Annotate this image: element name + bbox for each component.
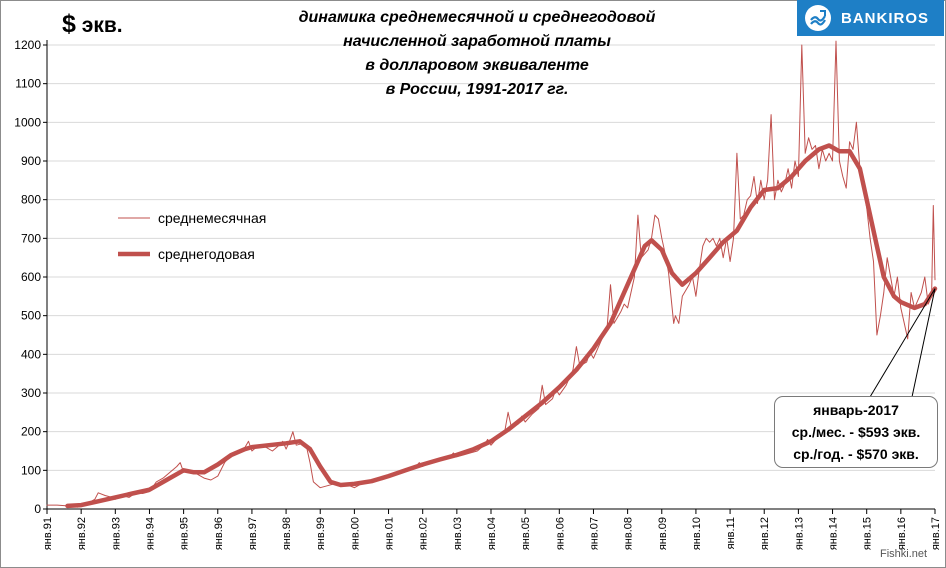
y-tick-label: 600 [21, 270, 41, 284]
x-tick-label: янв.16 [896, 517, 908, 550]
x-tick-label: янв.95 [179, 517, 191, 550]
chart-title: динамика среднемесячной и среднегодовой … [262, 6, 692, 102]
y-tick-label: 200 [21, 425, 41, 439]
title-line-2: начисленной заработной платы [343, 33, 611, 50]
logo-mark-icon [805, 5, 831, 31]
x-tick-label: янв.02 [418, 517, 430, 550]
legend-swatch-thick [118, 251, 150, 257]
x-tick-label: янв.13 [793, 517, 805, 550]
legend-item-annual: среднегодовая [118, 236, 266, 272]
x-tick-label: янв.94 [144, 517, 156, 550]
y-tick-label: 400 [21, 347, 41, 361]
x-tick-label: янв.05 [520, 517, 532, 550]
y-tick-label: 800 [21, 193, 41, 207]
bankiros-logo: BANKIROS [797, 0, 944, 36]
legend-item-monthly: среднемесячная [118, 200, 266, 236]
y-tick-label: 1000 [14, 115, 41, 129]
x-tick-label: янв.15 [862, 517, 874, 550]
x-tick-label: янв.91 [42, 517, 54, 550]
series-line-annual [65, 143, 938, 509]
y-tick-label: 1100 [15, 77, 41, 91]
unit-text: экв. [81, 14, 123, 37]
x-tick-label: янв.93 [110, 517, 122, 550]
annotation-line-3: ср./год. - $570 экв. [793, 446, 919, 462]
annotation-box: январь-2017 ср./мес. - $593 экв. ср./год… [774, 396, 938, 468]
x-tick-label: янв.10 [691, 517, 703, 550]
y-tick-label: 700 [21, 231, 41, 245]
annotation-pointer-line [911, 288, 936, 398]
x-tick-label: янв.96 [213, 517, 225, 550]
legend: среднемесячная среднегодовая [118, 200, 266, 272]
legend-swatch-thin [118, 217, 150, 219]
x-tick-label: янв.11 [725, 517, 737, 549]
x-tick-label: янв.14 [828, 517, 840, 550]
x-tick-label: янв.04 [486, 517, 498, 550]
annotation-line-2: ср./мес. - $593 экв. [791, 424, 921, 440]
x-tick-labels: янв.91 янв.92 янв.93 янв.94 янв.95 янв.96 янв.… [42, 517, 942, 550]
y-tick-label: 300 [21, 386, 41, 400]
x-tick-label: янв.97 [247, 517, 259, 550]
series-lines [46, 40, 938, 509]
y-tick-label: 0 [34, 502, 41, 516]
axes [43, 40, 936, 514]
y-tick-label: 1200 [14, 38, 41, 52]
x-tick-label: янв.12 [759, 517, 771, 550]
x-tick-label: янв.06 [554, 517, 566, 550]
x-tick-label: янв.08 [623, 517, 635, 550]
legend-label-annual: среднегодовая [158, 246, 255, 262]
title-line-1: динамика среднемесячной и среднегодовой [298, 9, 656, 26]
logo-text: BANKIROS [841, 9, 930, 27]
x-tick-label: янв.07 [588, 517, 600, 550]
x-tick-label: янв.92 [76, 517, 88, 550]
x-tick-label: янв.03 [452, 517, 464, 550]
y-tick-label: 100 [21, 463, 41, 477]
watermark: Fishki.net [880, 548, 928, 560]
x-tick-label: янв.98 [281, 517, 293, 550]
unit-symbol: $ [62, 10, 76, 38]
legend-label-monthly: среднемесячная [158, 210, 267, 226]
title-line-4: в России, 1991-2017 гг. [385, 81, 569, 98]
y-tick-label: 500 [21, 309, 41, 323]
annotation-line-1: январь-2017 [813, 402, 899, 418]
y-tick-labels: 0 100 200 300 400 500 600 700 800 900 1000 1100 1200 [14, 38, 41, 516]
x-tick-label: янв.09 [657, 517, 669, 550]
x-tick-label: янв.99 [315, 517, 327, 550]
y-tick-label: 900 [21, 154, 41, 168]
x-tick-label: янв.17 [930, 517, 942, 550]
y-axis-unit: $ экв. [62, 10, 123, 39]
title-line-3: в долларовом эквиваленте [365, 57, 589, 74]
x-tick-label: янв.01 [384, 517, 396, 550]
x-tick-label: янв.00 [349, 517, 361, 550]
